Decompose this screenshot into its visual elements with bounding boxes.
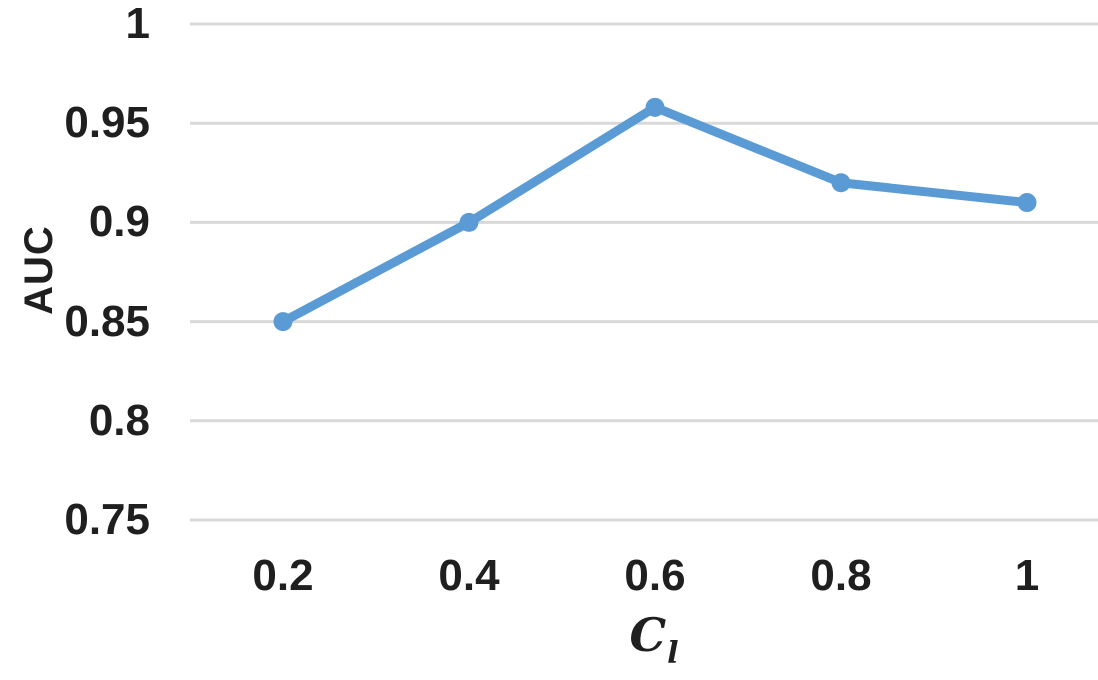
x-axis-title-symbol: C [629,608,667,662]
x-tick-label: 1 [1014,551,1040,600]
x-tick-label: 0.8 [810,551,872,600]
y-tick-label: 0.75 [64,495,150,544]
x-tick-label: 0.4 [438,551,500,600]
x-axis-title-subscript: l [667,636,679,671]
data-line [278,102,1032,327]
data-point-marker [273,312,293,332]
y-tick-label: 0.8 [88,395,150,445]
data-point-marker [459,212,479,232]
y-tick-label: 0.85 [64,296,150,346]
y-tick-label: 1 [125,0,150,48]
x-tick-label: 0.6 [624,551,686,600]
data-point-marker [831,173,851,193]
x-axis-title: Cl [544,608,764,671]
x-tick-label: 0.2 [252,551,314,600]
y-tick-label: 0.9 [88,197,150,247]
data-point-marker [1017,193,1037,213]
data-point-marker [645,97,665,117]
y-tick-label: 0.95 [64,98,150,148]
